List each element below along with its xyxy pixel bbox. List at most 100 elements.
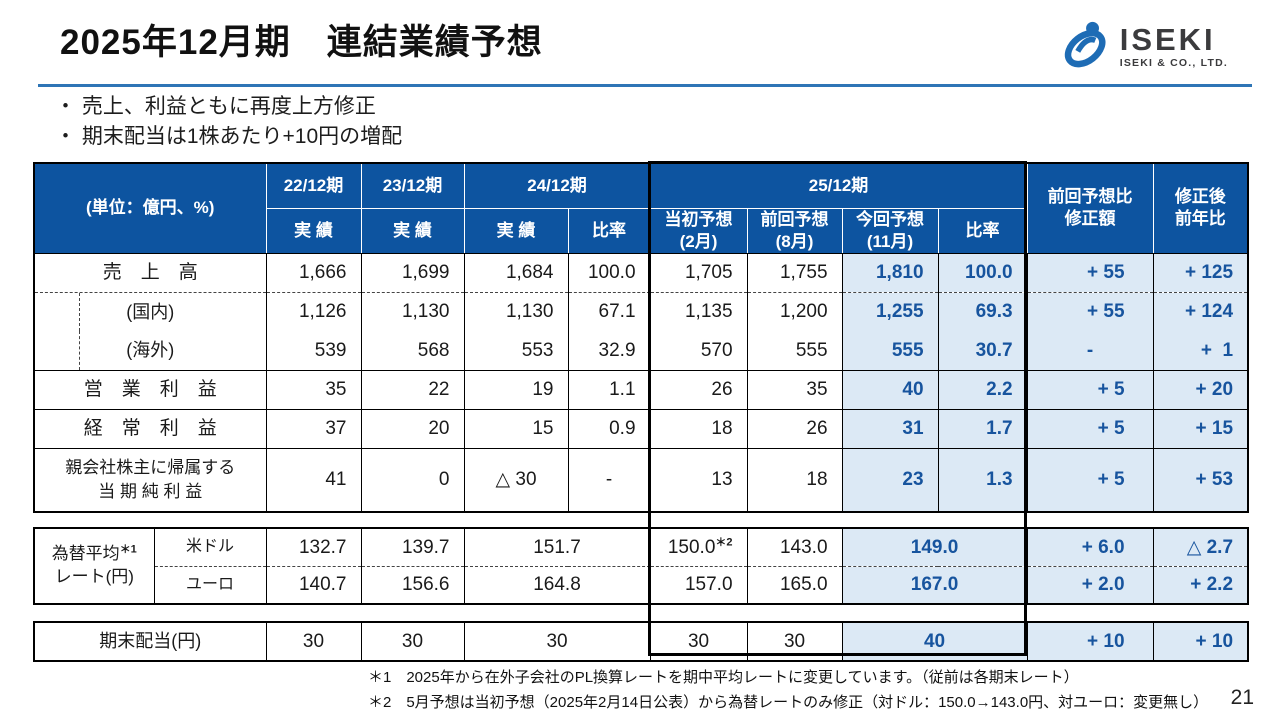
table-cell: 30.7 (937, 331, 1028, 371)
table-cell: 157.0 (649, 565, 748, 605)
fx-rate-label: 為替平均＊1 レート(円) (33, 527, 155, 605)
table-cell: + 125 (1152, 252, 1249, 293)
tables-area: (単位：億円、%) 22/12期 23/12期 24/12期 25/12期 前回予想比 修正… (33, 161, 1250, 663)
table-cell: 143.0 (746, 527, 843, 567)
table-cell: + 15 (1152, 408, 1249, 449)
table-cell: 30 (360, 621, 465, 662)
subheader-actual-24: 実 績 (463, 207, 569, 254)
subheader-initial-forecast: 当初予想 (2月) (649, 207, 748, 254)
table-cell: 15 (463, 408, 569, 449)
subheader-ratio-25: 比率 (937, 207, 1028, 254)
footnote-2: ＊2 5月予想は当初予想（2025年2月14日公表）から為替レートのみ修正（対ド… (368, 693, 1209, 711)
table-cell: 100.0 (567, 252, 651, 293)
table-cell: 67.1 (567, 291, 651, 332)
table-cell: 1,200 (746, 291, 843, 332)
col-header-25-12: 25/12期 (649, 162, 1028, 209)
row-label-domestic: (国内) (33, 291, 267, 332)
table-cell: 35 (746, 369, 843, 410)
table-cell: + 20 (1152, 369, 1249, 410)
table-cell: 140.7 (265, 565, 362, 605)
table-cell: △ 30 (463, 447, 569, 513)
logo-company-subtitle: ISEKI & CO., LTD. (1119, 57, 1228, 70)
table-cell: 1,130 (360, 291, 465, 332)
logo-text: ISEKI ISEKI & CO., LTD. (1120, 24, 1228, 69)
table-cell: 40 (841, 369, 939, 410)
table-cell: 20 (360, 408, 465, 449)
table-cell: 539 (265, 331, 362, 371)
table-cell: + 53 (1152, 447, 1249, 513)
col-header-22-12: 22/12期 (265, 162, 362, 209)
table-cell: 150.0＊2 (649, 527, 748, 567)
logo-company-name: ISEKI (1119, 22, 1216, 58)
table-cell: 1,705 (649, 252, 748, 293)
table-cell: 26 (649, 369, 748, 410)
page-title: 2025年12月期 連結業績予想 (60, 23, 543, 62)
row-label-operating-income: 営 業 利 益 (33, 369, 267, 410)
table-cell: + 5 (1026, 408, 1154, 449)
table-cell: 41 (265, 447, 362, 513)
table-cell: 30 (265, 621, 362, 662)
col-header-24-12: 24/12期 (463, 162, 651, 209)
table-cell: + 2.2 (1152, 565, 1249, 605)
table-cell: 31 (841, 408, 939, 449)
table-cell: 2.2 (937, 369, 1028, 410)
table-cell: 132.7 (265, 527, 362, 567)
fx-usd-label: 米ドル (153, 527, 267, 567)
table-cell: + 6.0 (1026, 527, 1154, 567)
subheader-actual-23: 実 績 (360, 207, 465, 254)
table-cell: 35 (265, 369, 362, 410)
table-cell: - (567, 447, 651, 513)
col-header-revision-diff: 前回予想比 修正額 (1026, 162, 1154, 254)
dividend-table: 期末配当(円) 30 30 30 30 30 40 + 10 + 10 (33, 621, 1250, 663)
table-cell: 32.9 (567, 331, 651, 371)
table-cell: + 55 (1026, 252, 1154, 293)
table-cell: 1,810 (841, 252, 939, 293)
table-cell: 1.3 (937, 447, 1028, 513)
table-cell: 1.7 (937, 408, 1028, 449)
summary-bullets: ・ 売上、利益ともに再度上方修正 ・ 期末配当は1株あたり+10円の増配 (55, 92, 402, 152)
table-cell: + 124 (1152, 291, 1249, 332)
table-cell: 164.8 (463, 565, 651, 605)
forecast-table: (単位：億円、%) 22/12期 23/12期 24/12期 25/12期 前回予想比 修正… (33, 162, 1250, 514)
table-cell: 553 (463, 331, 569, 371)
col-header-23-12: 23/12期 (360, 162, 465, 209)
table-cell: + 5 (1026, 447, 1154, 513)
table-cell: 568 (360, 331, 465, 371)
iseki-emblem-icon (1062, 20, 1112, 73)
table-cell: 1,126 (265, 291, 362, 332)
table-cell: 167.0 (841, 565, 1028, 605)
table-cell: 19 (463, 369, 569, 410)
table-cell: 37 (265, 408, 362, 449)
table-cell: 40 (841, 621, 1028, 662)
table-cell: 1,755 (746, 252, 843, 293)
footnote-marker: ＊2 (715, 536, 733, 549)
subheader-actual-22: 実 績 (265, 207, 362, 254)
table-cell: 149.0 (841, 527, 1028, 567)
table-cell: - (1026, 331, 1154, 371)
subheader-ratio-24: 比率 (567, 207, 651, 254)
table-cell: + 10 (1026, 621, 1154, 662)
footnote-1: ＊1 2025年から在外子会社のPL換算レートを期中平均レートに変更しています。… (368, 669, 1079, 686)
table-cell: 1,130 (463, 291, 569, 332)
footnotes: ＊1 2025年から在外子会社のPL換算レートを期中平均レートに変更しています。… (368, 666, 1208, 716)
table-cell: 0.9 (567, 408, 651, 449)
company-logo: ISEKI ISEKI & CO., LTD. (1062, 20, 1228, 73)
table-cell: + 10 (1152, 621, 1249, 662)
fx-eur-label: ユーロ (153, 565, 267, 605)
table-cell: 570 (649, 331, 748, 371)
table-cell: △ 2.7 (1152, 527, 1249, 567)
table-cell: 165.0 (746, 565, 843, 605)
table-cell: 1.1 (567, 369, 651, 410)
table-cell: 1,135 (649, 291, 748, 332)
table-cell: 0 (360, 447, 465, 513)
table-cell: + 55 (1026, 291, 1154, 332)
table-cell: 30 (649, 621, 748, 662)
dividend-label: 期末配当(円) (33, 621, 267, 662)
table-cell: 1,255 (841, 291, 939, 332)
row-label-sales: 売 上 高 (33, 252, 267, 293)
table-cell: 151.7 (463, 527, 651, 567)
table-cell: 13 (649, 447, 748, 513)
footnote-marker: ＊1 (119, 543, 137, 556)
bullet-dividend-increase: ・ 期末配当は1株あたり+10円の増配 (55, 124, 403, 148)
col-header-yoy: 修正後 前年比 (1152, 162, 1249, 254)
